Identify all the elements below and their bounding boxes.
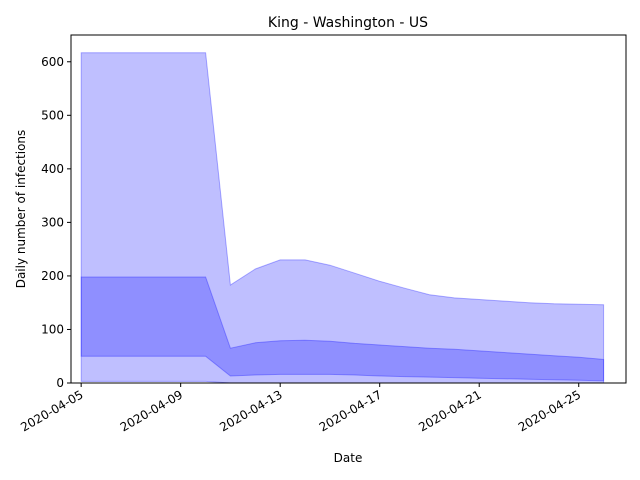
x-tick-label: 2020-04-21 (416, 387, 483, 434)
y-tick-label: 500 (41, 108, 64, 122)
y-tick-label: 600 (41, 55, 64, 69)
x-axis-label: Date (334, 451, 363, 465)
chart-title: King - Washington - US (268, 15, 428, 31)
y-axis-label: Daily number of infections (14, 130, 28, 289)
x-axis: 2020-04-05 2020-04-09 2020-04-13 2020-04-17… (18, 383, 583, 434)
y-axis: 0 100 200 300 400 500 600 (41, 55, 71, 390)
inner-band-area (80, 276, 605, 382)
plot-area (80, 52, 605, 384)
x-tick-label: 2020-04-09 (118, 387, 185, 434)
y-tick-label: 100 (41, 322, 64, 336)
x-tick-label: 2020-04-05 (18, 387, 85, 434)
x-tick-label: 2020-04-25 (516, 387, 583, 434)
x-tick-label: 2020-04-13 (217, 387, 284, 434)
y-tick-label: 200 (41, 269, 64, 283)
y-tick-label: 0 (56, 376, 64, 390)
y-tick-label: 400 (41, 162, 64, 176)
y-tick-label: 300 (41, 215, 64, 229)
x-tick-label: 2020-04-17 (317, 387, 384, 434)
plot-frame (70, 34, 627, 384)
